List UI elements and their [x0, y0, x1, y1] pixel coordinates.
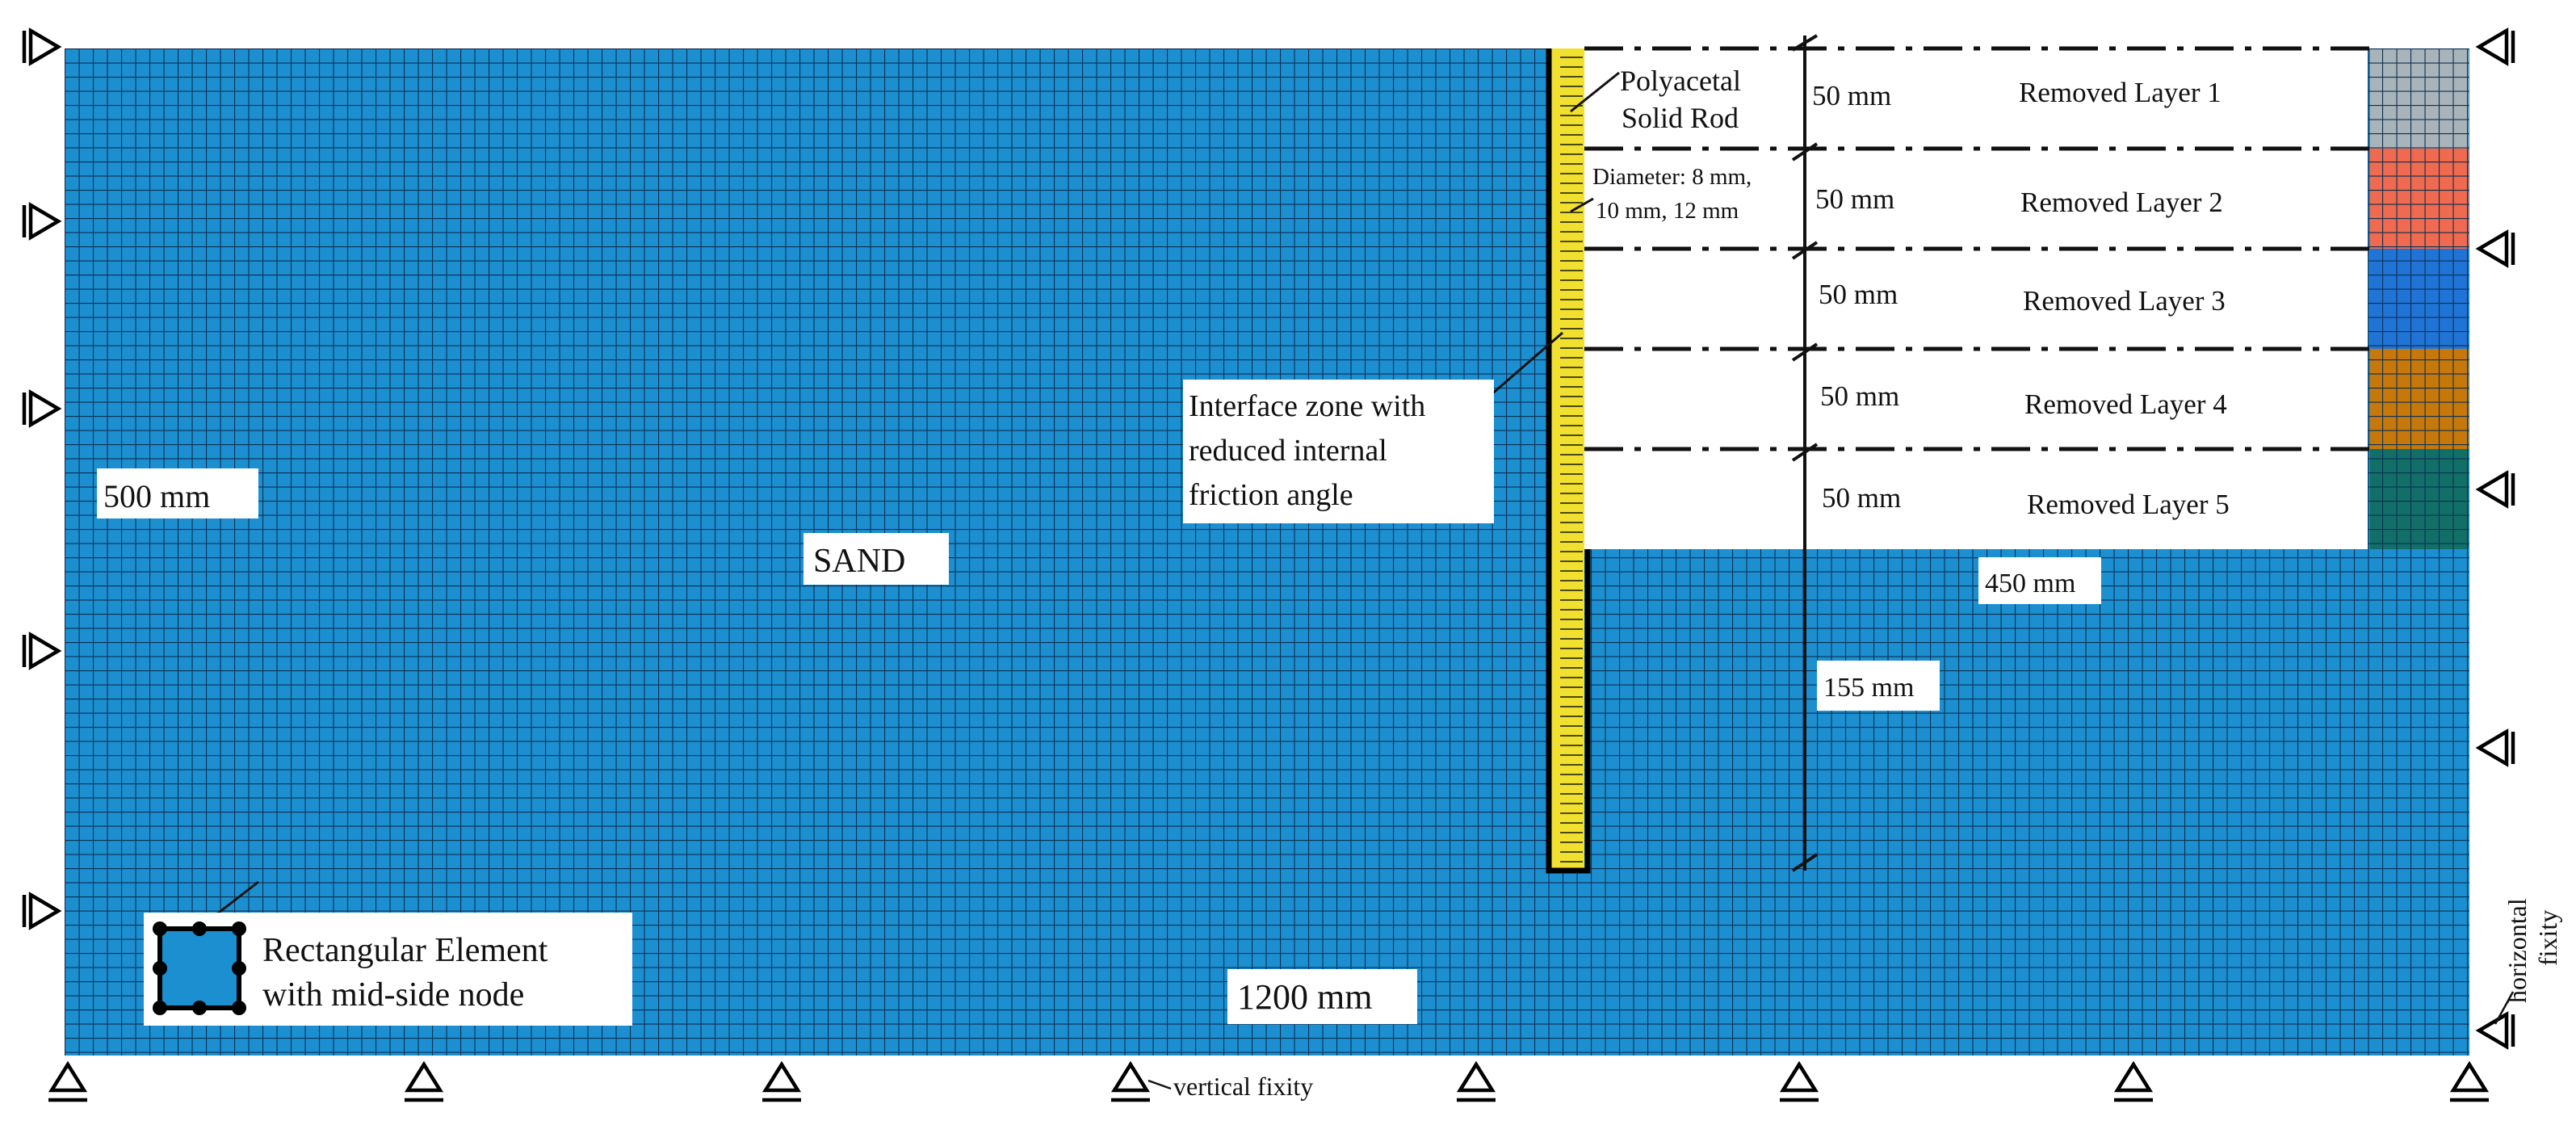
- height-label-box: [97, 468, 258, 518]
- left-support-icon: [22, 389, 62, 428]
- left-support-icon: [22, 892, 62, 930]
- rod-title-line-2: Solid Rod: [1622, 102, 1739, 134]
- bottom-support-icon: [1779, 1060, 1819, 1102]
- width-label: 1200 mm: [1237, 977, 1372, 1017]
- layer-labels: 50 mm Removed Layer 1 50 mm Removed Laye…: [1812, 77, 2230, 520]
- bottom-support-icons: [48, 1060, 2490, 1102]
- element-legend-line-2: with mid-side node: [262, 976, 524, 1014]
- layer-4-thickness: 50 mm: [1820, 380, 1899, 412]
- bottom-support-icon: [761, 1060, 802, 1102]
- right-support-icon: [2475, 728, 2515, 767]
- left-support-icons: [22, 27, 62, 930]
- layer-1-name: Removed Layer 1: [2019, 77, 2221, 108]
- right-support-icon: [2475, 470, 2515, 509]
- layer-strips-mesh: [2370, 48, 2469, 549]
- left-support-icon: [22, 632, 62, 670]
- bottom-support-icon: [404, 1060, 444, 1102]
- layer-5-name: Removed Layer 5: [2027, 489, 2230, 520]
- interface-callout-line-2: reduced internal: [1189, 434, 1387, 468]
- right-support-icon: [2475, 229, 2515, 268]
- layer-4-name: Removed Layer 4: [2024, 388, 2227, 420]
- right-support-icon: [2475, 1011, 2515, 1050]
- rod-outline: [1546, 48, 1591, 874]
- element-legend-icon: [153, 921, 246, 1015]
- horizontal-fixity-leader: [2494, 991, 2515, 1025]
- layer-dividers: [1584, 46, 2370, 451]
- vertical-fixity-label: vertical fixity: [1173, 1072, 1313, 1101]
- embedment-label-box: [1817, 661, 1940, 711]
- excavation-width-label-box: [1978, 557, 2101, 604]
- layer-1-thickness: 50 mm: [1812, 80, 1891, 111]
- interface-callout-box: [1183, 380, 1494, 523]
- sand-mesh: [65, 48, 2469, 1056]
- right-support-icon: [2475, 27, 2515, 66]
- bottom-support-icon: [1110, 1060, 1151, 1102]
- layer-3-thickness: 50 mm: [1819, 279, 1898, 310]
- horizontal-fixity-label: horizontal fixity: [2503, 898, 2562, 1003]
- polyacetal-rod: [1560, 48, 1583, 871]
- interface-callout-line-3: friction angle: [1189, 478, 1353, 512]
- vertical-fixity-leader: [1147, 1079, 1172, 1090]
- height-label: 500 mm: [103, 478, 210, 514]
- layer-2-thickness: 50 mm: [1815, 183, 1894, 215]
- sand-label: SAND: [813, 543, 905, 580]
- right-support-icons: [2475, 27, 2515, 1050]
- bottom-support-icon: [2449, 1060, 2490, 1102]
- rod-diameter-line-2: 10 mm, 12 mm: [1596, 198, 1739, 224]
- rod-diameter-line-1: Diameter: 8 mm,: [1592, 164, 1752, 190]
- layer-2-name: Removed Layer 2: [2020, 187, 2223, 218]
- embedment-label: 155 mm: [1823, 673, 1914, 703]
- sand-label-box: [803, 533, 949, 585]
- interface-callout-line-1: Interface zone with: [1189, 389, 1425, 423]
- element-legend-line-1: Rectangular Element: [262, 932, 548, 969]
- horizontal-fixity-label-line-2: fixity: [2533, 910, 2562, 966]
- vertical-dimension-line: [1791, 34, 1819, 872]
- left-support-icon: [22, 27, 62, 66]
- bottom-support-icon: [2113, 1060, 2154, 1102]
- left-support-icon: [22, 202, 62, 241]
- horizontal-fixity-label-line-1: horizontal: [2503, 898, 2532, 1003]
- layer-3-name: Removed Layer 3: [2023, 285, 2226, 317]
- bottom-support-icon: [1456, 1060, 1496, 1102]
- excavation-width-label: 450 mm: [1985, 569, 2075, 598]
- layer-5-thickness: 50 mm: [1822, 482, 1901, 514]
- bottom-support-icon: [48, 1060, 88, 1102]
- width-label-box: [1227, 969, 1417, 1024]
- rod-title-line-1: Polyacetal: [1620, 65, 1741, 97]
